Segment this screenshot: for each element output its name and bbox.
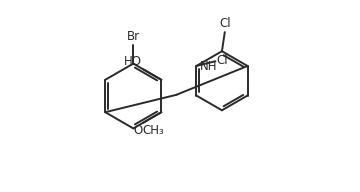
Text: Br: Br <box>127 30 140 43</box>
Text: O: O <box>133 124 142 137</box>
Text: Cl: Cl <box>219 17 231 30</box>
Text: CH₃: CH₃ <box>143 124 165 137</box>
Text: HO: HO <box>124 55 142 68</box>
Text: Cl: Cl <box>216 54 228 67</box>
Text: NH: NH <box>199 60 217 73</box>
